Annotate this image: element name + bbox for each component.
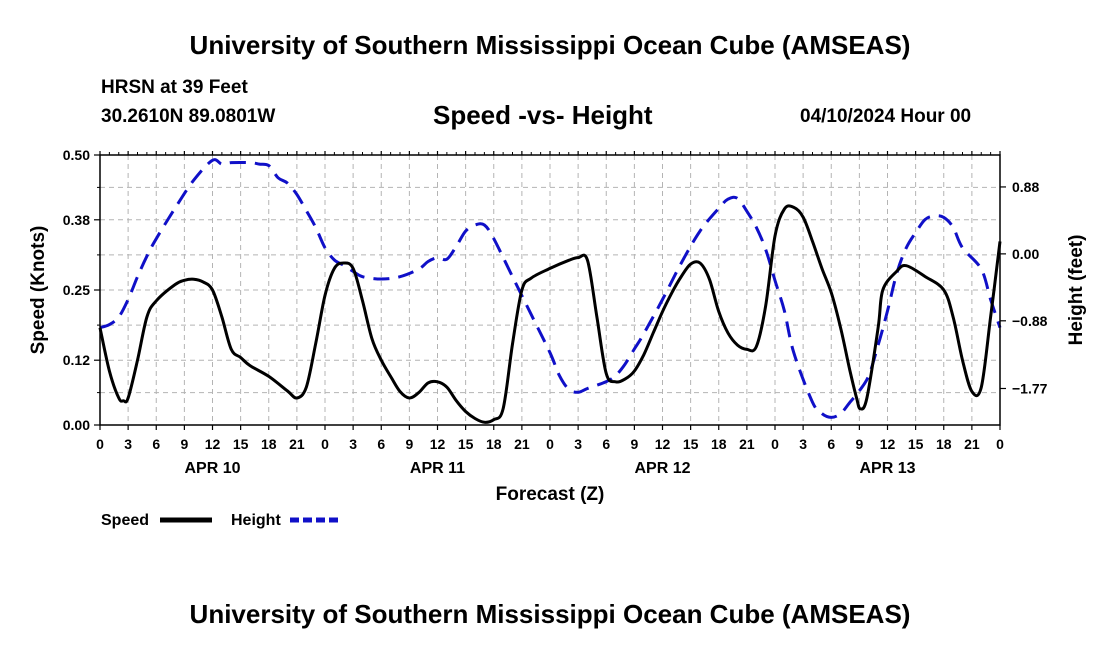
y2-tick-label: 0.88 [1012, 179, 1039, 195]
station-coordinates: 30.2610N 89.0801W [101, 106, 276, 127]
x-tick-label: 9 [180, 436, 188, 452]
x-tick-label: 9 [855, 436, 863, 452]
x-tick-label: 12 [880, 436, 896, 452]
x-tick-label: 12 [430, 436, 446, 452]
y2-axis-title: Height (feet) [1066, 235, 1087, 346]
x-tick-label: 0 [321, 436, 329, 452]
y2-tick-label: 0.00 [1012, 246, 1039, 262]
x-tick-label: 3 [574, 436, 582, 452]
x-day-label: APR 12 [634, 460, 690, 477]
y-tick-label: 0.38 [63, 212, 90, 228]
x-tick-label: 21 [739, 436, 755, 452]
axis-layer: 0 3 6 9 12 15 18 21 0 3 6 9 12 15 18 21 0 3 6 9 12 15 18 21 0 3 6 9… [63, 147, 1048, 477]
x-tick-label: 18 [936, 436, 952, 452]
x-tick-label: 15 [908, 436, 924, 452]
x-day-label: APR 11 [410, 460, 465, 477]
legend-height-label: Height [231, 512, 281, 529]
x-tick-label: 21 [514, 436, 530, 452]
x-day-label: APR 13 [859, 460, 915, 477]
station-label: HRSN at 39 Feet [101, 77, 248, 98]
x-tick-label: 9 [630, 436, 638, 452]
x-tick-label: 0 [96, 436, 104, 452]
x-tick-label: 6 [152, 436, 160, 452]
x-tick-label: 0 [996, 436, 1004, 452]
x-tick-label: 15 [233, 436, 249, 452]
x-tick-label: 0 [546, 436, 554, 452]
x-tick-label: 9 [405, 436, 413, 452]
x-tick-label: 3 [349, 436, 357, 452]
x-tick-label: 6 [827, 436, 835, 452]
grid-layer [100, 155, 1000, 425]
y-tick-label: 0.25 [63, 282, 90, 298]
forecast-date: 04/10/2024 Hour 00 [800, 106, 972, 127]
x-tick-label: 21 [964, 436, 980, 452]
chart-main-title: University of Southern Mississippi Ocean… [189, 30, 911, 60]
x-tick-label: 6 [377, 436, 385, 452]
x-tick-label: 18 [711, 436, 727, 452]
x-tick-label: 18 [261, 436, 277, 452]
y-tick-label: 0.50 [63, 147, 90, 163]
x-tick-label: 15 [458, 436, 474, 452]
x-day-label: APR 10 [184, 460, 240, 477]
x-tick-label: 12 [205, 436, 221, 452]
y-tick-label: 0.00 [63, 417, 90, 433]
x-tick-label: 15 [683, 436, 699, 452]
speed-series-line [98, 204, 1002, 424]
height-series-line [99, 158, 1002, 419]
x-tick-label: 6 [602, 436, 610, 452]
x-tick-label: 12 [655, 436, 671, 452]
y-axis-title: Speed (Knots) [28, 226, 49, 355]
y-tick-label: 0.12 [63, 352, 90, 368]
footer-title: University of Southern Mississippi Ocean… [189, 599, 911, 629]
x-axis-title: Forecast (Z) [496, 484, 605, 505]
series-layer [98, 158, 1002, 424]
legend-speed-label: Speed [101, 512, 149, 529]
x-tick-label: 0 [771, 436, 779, 452]
y2-tick-label: −0.88 [1012, 313, 1048, 329]
legend: Speed Height [101, 512, 342, 529]
x-tick-label: 21 [289, 436, 305, 452]
chart-subtitle: Speed -vs- Height [433, 100, 653, 130]
x-tick-label: 18 [486, 436, 502, 452]
y2-tick-label: −1.77 [1012, 380, 1048, 396]
x-tick-label: 3 [124, 436, 132, 452]
x-tick-label: 3 [799, 436, 807, 452]
